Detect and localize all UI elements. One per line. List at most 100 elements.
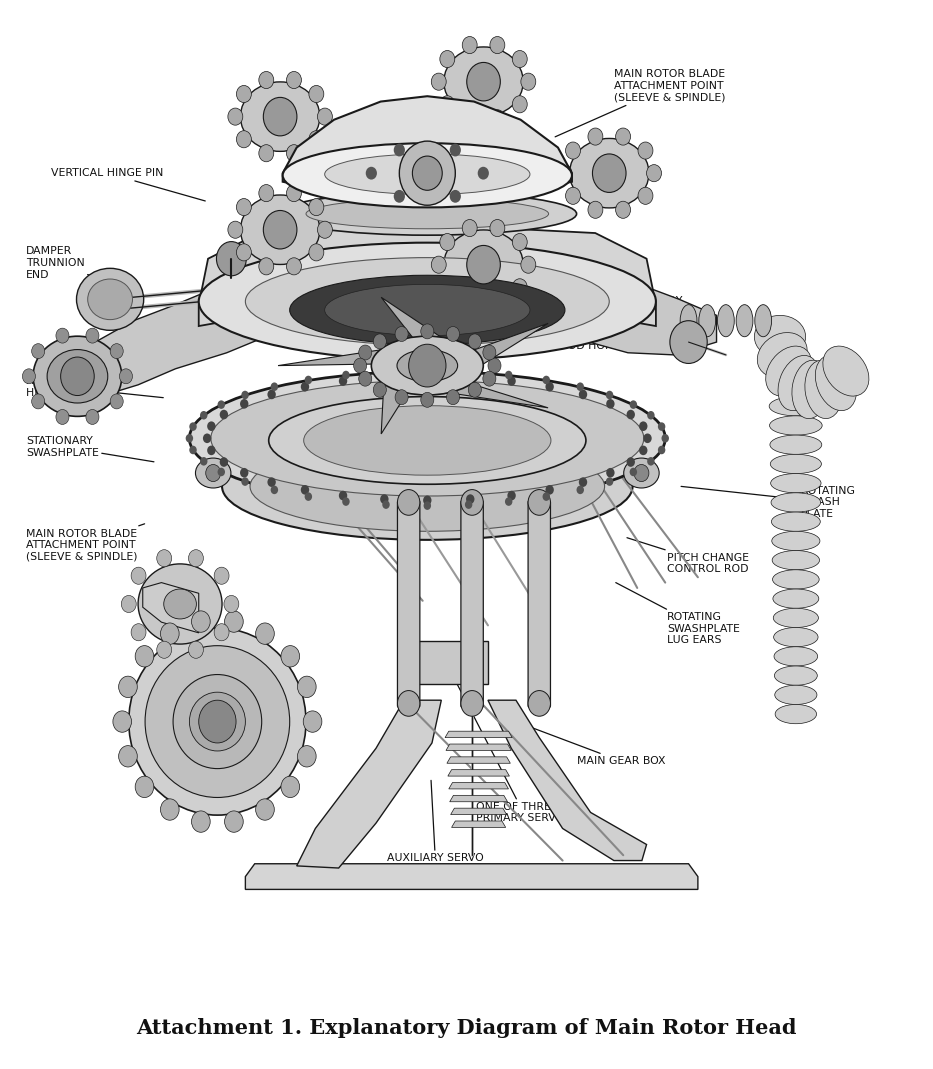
Circle shape: [634, 465, 648, 482]
Circle shape: [258, 72, 273, 89]
Circle shape: [200, 458, 207, 466]
Circle shape: [658, 446, 665, 454]
Ellipse shape: [770, 416, 822, 435]
Ellipse shape: [736, 305, 753, 337]
Text: PITCH CHANGE
CONTROL ROD: PITCH CHANGE CONTROL ROD: [627, 538, 749, 574]
Circle shape: [431, 73, 446, 90]
Ellipse shape: [410, 354, 445, 384]
Ellipse shape: [241, 195, 320, 264]
Circle shape: [462, 110, 477, 127]
Ellipse shape: [772, 512, 820, 531]
Circle shape: [317, 108, 332, 125]
Text: PITCH CONTROL
ROD HORN: PITCH CONTROL ROD HORN: [513, 329, 648, 353]
Circle shape: [399, 141, 455, 205]
Text: DAMPER
TRUNNION
END: DAMPER TRUNNION END: [26, 246, 112, 283]
Text: HORIZONTAL
HINGE PIN: HORIZONTAL HINGE PIN: [26, 376, 163, 398]
Polygon shape: [447, 757, 510, 763]
Circle shape: [61, 357, 94, 396]
Circle shape: [217, 468, 225, 476]
Polygon shape: [449, 783, 508, 789]
Circle shape: [423, 496, 431, 506]
Circle shape: [228, 221, 243, 238]
Circle shape: [298, 677, 316, 698]
Circle shape: [135, 776, 154, 797]
Circle shape: [565, 142, 580, 159]
Circle shape: [236, 130, 251, 148]
Text: ROTATING
SWASH
PLATE: ROTATING SWASH PLATE: [681, 485, 856, 520]
Ellipse shape: [778, 355, 819, 410]
Polygon shape: [446, 744, 511, 750]
Circle shape: [224, 595, 239, 613]
Polygon shape: [448, 384, 548, 407]
Circle shape: [309, 86, 324, 103]
Circle shape: [639, 421, 648, 431]
Circle shape: [206, 464, 221, 481]
Circle shape: [466, 494, 475, 503]
Ellipse shape: [164, 589, 196, 619]
Ellipse shape: [792, 360, 829, 419]
Ellipse shape: [196, 458, 231, 487]
Circle shape: [658, 422, 665, 431]
Circle shape: [397, 490, 420, 515]
Circle shape: [648, 458, 655, 466]
Circle shape: [380, 494, 388, 503]
Polygon shape: [448, 770, 509, 776]
Circle shape: [466, 373, 475, 383]
Ellipse shape: [325, 284, 530, 336]
Ellipse shape: [771, 474, 821, 493]
Circle shape: [490, 36, 505, 53]
Ellipse shape: [755, 305, 772, 337]
Ellipse shape: [189, 371, 665, 506]
Circle shape: [263, 211, 297, 249]
Circle shape: [661, 434, 669, 443]
Circle shape: [439, 96, 454, 113]
Circle shape: [578, 389, 587, 399]
Circle shape: [420, 360, 435, 377]
Ellipse shape: [775, 704, 816, 724]
Circle shape: [191, 811, 210, 833]
Ellipse shape: [444, 47, 523, 117]
Ellipse shape: [245, 258, 609, 345]
Circle shape: [409, 344, 446, 387]
Circle shape: [627, 458, 635, 467]
Polygon shape: [488, 700, 647, 861]
Circle shape: [490, 219, 505, 236]
Circle shape: [216, 242, 246, 276]
Circle shape: [286, 185, 301, 202]
Circle shape: [225, 610, 244, 632]
Circle shape: [395, 390, 408, 405]
Circle shape: [258, 185, 273, 202]
Ellipse shape: [306, 199, 549, 229]
Circle shape: [412, 156, 442, 190]
Circle shape: [439, 279, 454, 296]
Ellipse shape: [758, 332, 807, 377]
Circle shape: [189, 446, 197, 454]
Polygon shape: [297, 700, 441, 868]
Circle shape: [592, 154, 626, 192]
Circle shape: [86, 409, 99, 424]
Ellipse shape: [569, 139, 649, 207]
Ellipse shape: [815, 355, 856, 410]
Ellipse shape: [444, 230, 523, 299]
Circle shape: [56, 409, 69, 424]
Circle shape: [670, 321, 707, 363]
Circle shape: [644, 434, 651, 444]
Circle shape: [488, 358, 501, 373]
Circle shape: [468, 334, 481, 348]
Ellipse shape: [283, 143, 572, 207]
Ellipse shape: [48, 350, 108, 403]
Circle shape: [424, 367, 431, 375]
Circle shape: [373, 334, 386, 348]
Circle shape: [286, 144, 301, 161]
Circle shape: [461, 490, 483, 515]
Circle shape: [512, 233, 527, 250]
Ellipse shape: [174, 675, 261, 769]
Ellipse shape: [269, 397, 586, 484]
Circle shape: [118, 677, 137, 698]
Circle shape: [373, 383, 386, 398]
Circle shape: [225, 811, 244, 833]
Circle shape: [512, 50, 527, 67]
Circle shape: [358, 345, 371, 360]
Circle shape: [86, 328, 99, 343]
Circle shape: [630, 468, 637, 476]
